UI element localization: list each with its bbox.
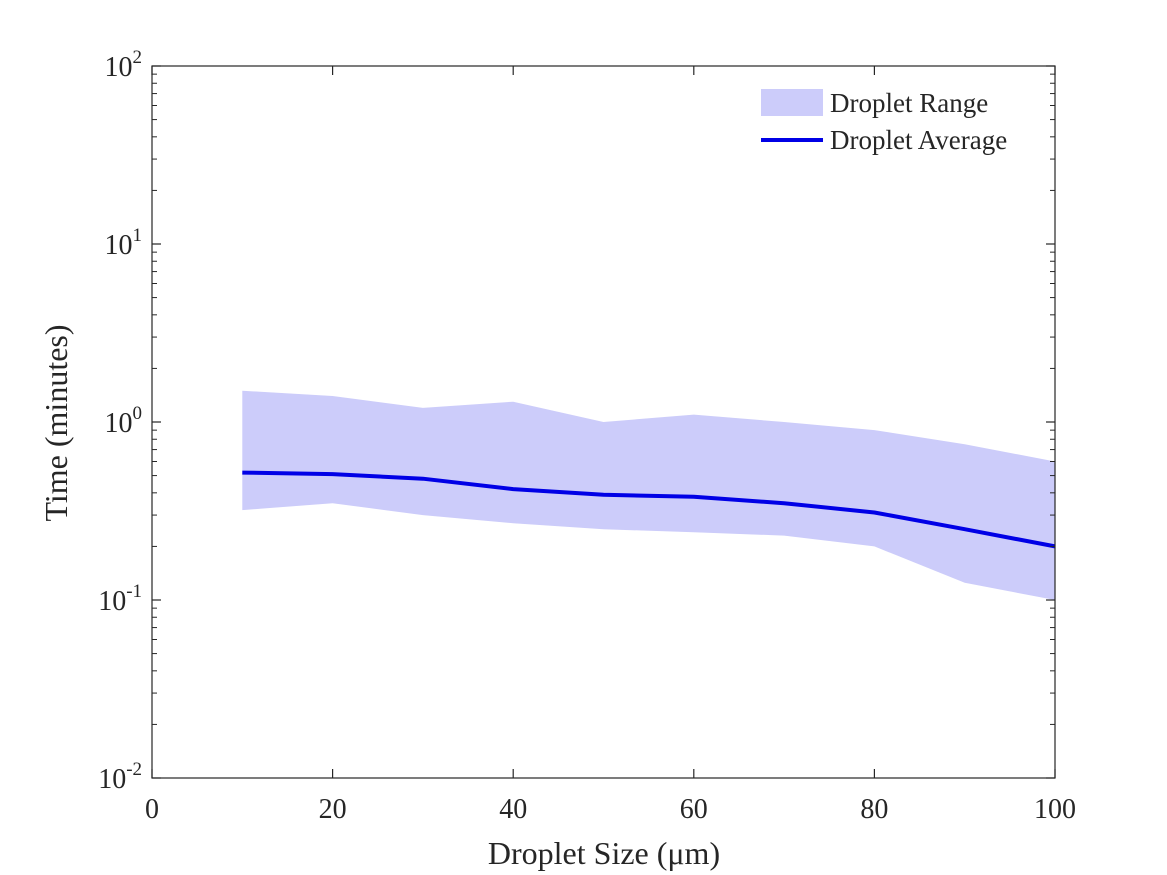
x-tick-label: 60 xyxy=(680,794,708,825)
x-tick-label: 40 xyxy=(499,794,527,825)
legend-swatch-droplet-range xyxy=(761,89,823,116)
x-tick-label: 100 xyxy=(1034,794,1076,825)
x-tick-label: 20 xyxy=(319,794,347,825)
legend-label-droplet-range: Droplet Range xyxy=(830,88,988,118)
x-tick-label: 80 xyxy=(860,794,888,825)
legend-label-droplet-average: Droplet Average xyxy=(830,125,1007,155)
x-axis-label: Droplet Size (μm) xyxy=(488,835,720,871)
y-axis-label: Time (minutes) xyxy=(38,324,74,521)
x-tick-label: 0 xyxy=(145,794,159,825)
